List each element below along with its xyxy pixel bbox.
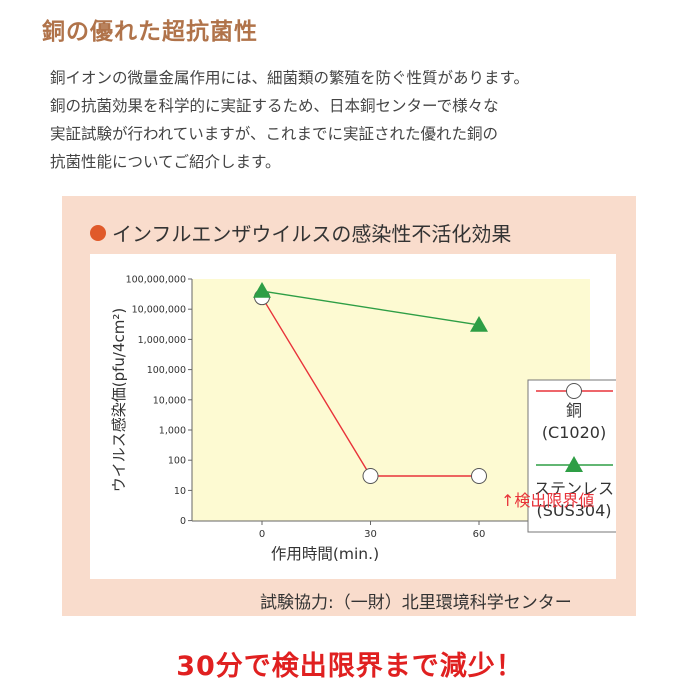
- y-tick-label: 10,000,000: [132, 305, 186, 316]
- intro-line: 銅の抗菌効果を科学的に実証するため、日本銅センターで様々な: [50, 97, 499, 115]
- detection-limit-annotation: ↑検出限界値: [501, 491, 594, 510]
- y-tick-label: 100: [168, 456, 186, 467]
- page-title: 銅の優れた超抗菌性: [42, 19, 258, 45]
- y-tick-label: 10: [174, 486, 186, 497]
- x-tick-label: 60: [473, 529, 486, 540]
- chart-panel: インフルエンザウイルスの感染性不活化効果 100,000,000 10,000,0…: [62, 196, 636, 616]
- bullet-dot-icon: [90, 224, 106, 241]
- series-line: [261, 290, 480, 326]
- chart-area: 100,000,000 10,000,000 1,000,000 100,000 10,…: [90, 254, 621, 579]
- y-tick-label: 10,000: [153, 395, 186, 406]
- y-axis-label: ウイルス感染価(pfu/4cm²): [110, 308, 128, 492]
- intro-text: 銅イオンの微量金属作用には、細菌類の繁殖を防ぐ性質があります。 銅の抗菌効果を科…: [50, 64, 690, 176]
- plot-background: [192, 279, 590, 521]
- intro-line: 銅イオンの微量金属作用には、細菌類の繁殖を防ぐ性質があります。: [50, 69, 529, 87]
- test-credit: 試験協力:（一財）北里環境科学センター: [260, 593, 572, 613]
- y-tick-label: 100,000,000: [126, 275, 186, 286]
- data-point-circle: [362, 467, 379, 484]
- legend-marker-copper: [566, 383, 582, 399]
- x-tick-label: 30: [364, 529, 377, 540]
- x-tick-label: 0: [259, 529, 265, 540]
- legend-label-stainless: ステンレス: [534, 479, 614, 498]
- y-tick-label: 100,000: [147, 365, 186, 376]
- legend-sub-stainless: (SUS304): [536, 501, 611, 520]
- intro-line: 実証試験が行われていますが、これまでに実証された優れた銅の: [50, 125, 498, 143]
- legend-marker-stainless: [565, 456, 583, 472]
- legend-label-copper: 銅: [566, 401, 582, 420]
- chart-title: インフルエンザウイルスの感染性不活化効果: [112, 222, 512, 246]
- intro-line: 抗菌性能についてご紹介します。: [50, 153, 281, 171]
- data-point-circle: [471, 467, 487, 484]
- panel-header: インフルエンザウイルスの感染性不活化効果: [90, 218, 511, 247]
- data-point-triangle: [253, 282, 271, 298]
- x-axis-label: 作用時間(min.): [271, 545, 379, 563]
- result-message: 30分で検出限界まで減少！: [176, 651, 524, 682]
- y-tick-label: 0: [180, 516, 186, 527]
- legend-sub-copper: (C1020): [542, 423, 606, 442]
- data-point-triangle: [470, 315, 488, 332]
- y-tick-label: 1,000: [159, 426, 186, 437]
- y-tick-label: 1,000,000: [138, 335, 186, 346]
- line-chart: 100,000,000 10,000,000 1,000,000 100,000 10,…: [110, 275, 621, 563]
